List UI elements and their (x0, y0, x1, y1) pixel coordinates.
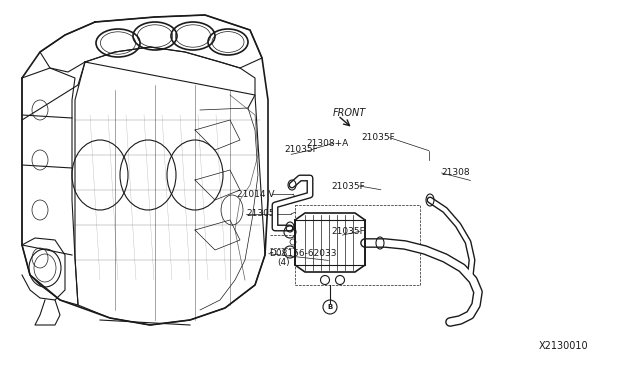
Text: X2130010: X2130010 (538, 341, 588, 351)
Text: 21035F: 21035F (332, 182, 365, 190)
Text: Ð08156-62033: Ð08156-62033 (269, 249, 336, 258)
Text: 21308: 21308 (442, 169, 470, 177)
Text: 21035F: 21035F (285, 145, 319, 154)
Text: 21035F: 21035F (362, 133, 396, 142)
Text: 21305: 21305 (246, 209, 275, 218)
Text: FRONT: FRONT (333, 109, 366, 118)
Text: (4): (4) (277, 258, 290, 267)
Text: 21014 V: 21014 V (237, 190, 275, 199)
Text: B: B (328, 304, 333, 310)
Text: 21035F: 21035F (332, 227, 365, 236)
Text: 21308+A: 21308+A (306, 139, 348, 148)
